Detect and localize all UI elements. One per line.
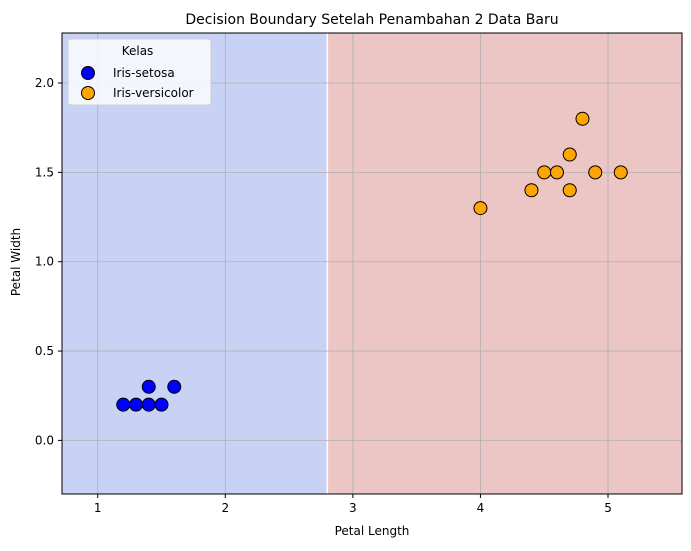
data-point — [588, 165, 603, 180]
chart-title: Decision Boundary Setelah Penambahan 2 D… — [185, 12, 558, 28]
y-tick-label: 2.0 — [35, 76, 54, 90]
data-point — [141, 379, 156, 394]
legend-label: Iris-versicolor — [113, 86, 194, 100]
data-point — [116, 397, 131, 412]
data-point — [473, 201, 488, 216]
y-tick-label: 0.0 — [35, 433, 54, 447]
data-point — [549, 165, 564, 180]
x-tick-label: 5 — [604, 501, 612, 515]
axes-frame — [61, 32, 683, 495]
legend-title: Kelas — [122, 44, 154, 58]
y-axis-label: Petal Width — [9, 228, 23, 296]
y-tick-label: 1.0 — [35, 255, 54, 269]
legend-label: Iris-setosa — [113, 66, 175, 80]
region-right — [327, 33, 682, 494]
data-point — [141, 397, 156, 412]
x-tick-label: 1 — [94, 501, 102, 515]
legend-box — [67, 38, 212, 106]
x-tick-label: 3 — [349, 501, 357, 515]
axis-ticks: 1 2 3 4 5 0.0 0.5 1.0 1.5 2.0 — [35, 76, 612, 515]
data-point — [167, 379, 182, 394]
legend: Kelas Iris-setosa Iris-versicolor — [67, 38, 212, 106]
data-point — [575, 111, 590, 126]
data-point — [562, 147, 577, 162]
legend-marker — [81, 86, 95, 100]
x-axis-label: Petal Length — [335, 524, 410, 538]
x-tick-label: 4 — [477, 501, 485, 515]
data-point — [562, 183, 577, 198]
data-point — [128, 397, 143, 412]
region-left — [62, 33, 328, 494]
data-point — [613, 165, 628, 180]
y-tick-label: 1.5 — [35, 165, 54, 179]
data-point — [524, 183, 539, 198]
data-point — [537, 165, 552, 180]
data-point — [154, 397, 169, 412]
legend-marker — [81, 66, 95, 80]
plot-area — [61, 32, 683, 495]
x-tick-label: 2 — [221, 501, 229, 515]
y-tick-label: 0.5 — [35, 344, 54, 358]
